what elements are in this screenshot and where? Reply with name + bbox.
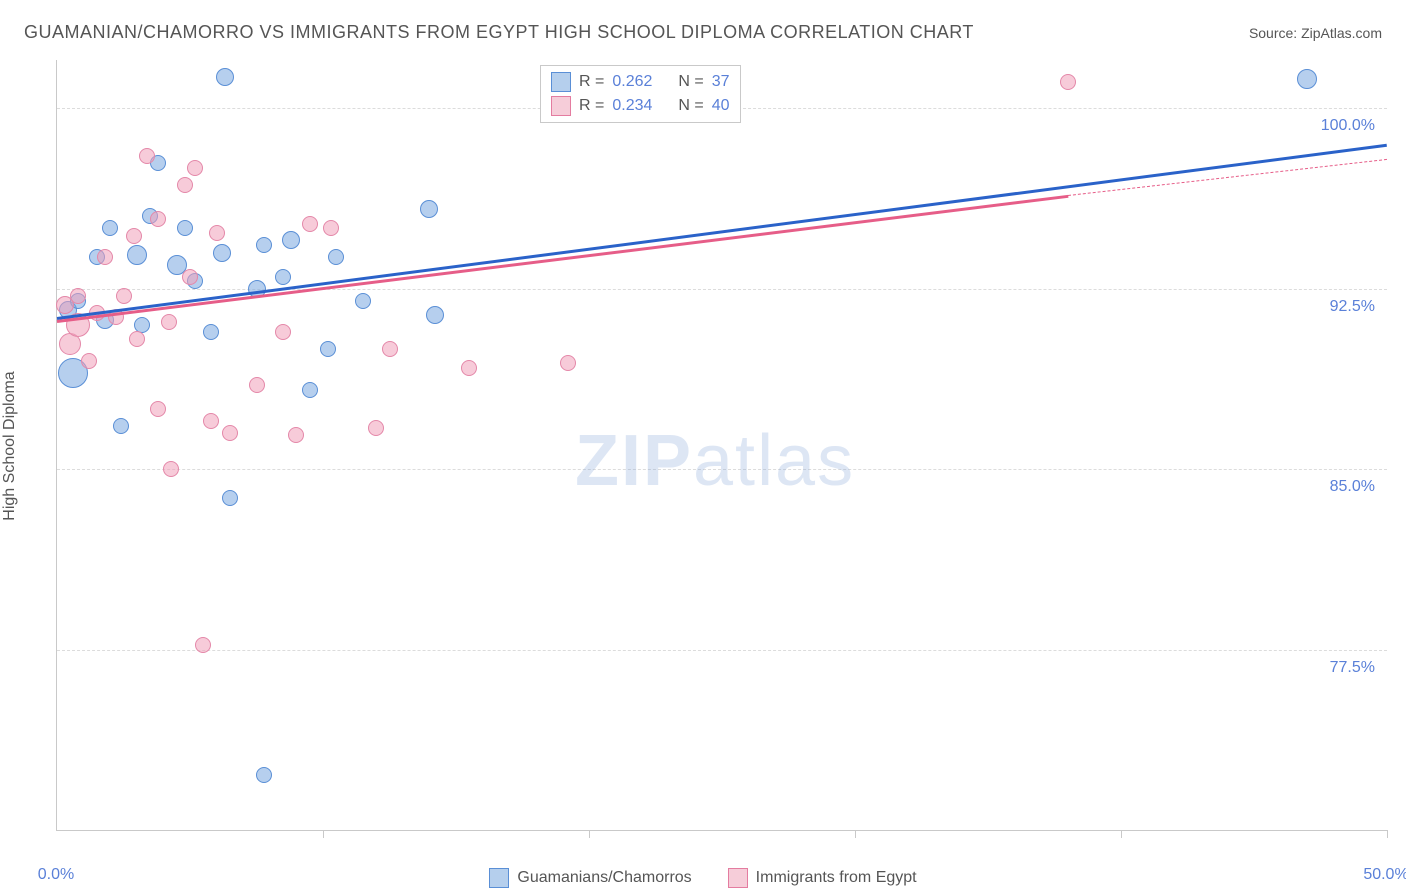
scatter-point: [302, 382, 318, 398]
scatter-point: [150, 211, 166, 227]
stat-n-label: N =: [678, 73, 703, 91]
legend-swatch: [728, 868, 748, 888]
scatter-point: [139, 148, 155, 164]
scatter-point: [203, 413, 219, 429]
grid-line: [57, 469, 1387, 470]
y-tick-label: 77.5%: [1330, 659, 1375, 677]
scatter-point: [420, 200, 438, 218]
scatter-point: [126, 228, 142, 244]
scatter-point: [426, 306, 444, 324]
scatter-point: [368, 420, 384, 436]
x-tick-label: 50.0%: [1363, 866, 1406, 884]
scatter-point: [461, 360, 477, 376]
x-tick: [855, 830, 856, 838]
scatter-point: [70, 288, 86, 304]
x-tick: [1387, 830, 1388, 838]
scatter-point: [163, 461, 179, 477]
scatter-point: [102, 220, 118, 236]
x-tick: [1121, 830, 1122, 838]
stats-row: R = 0.234 N = 40: [551, 94, 730, 118]
scatter-point: [127, 245, 147, 265]
stat-r-value: 0.262: [612, 73, 652, 91]
scatter-point: [1060, 74, 1076, 90]
scatter-point: [203, 324, 219, 340]
trend-line: [57, 144, 1387, 320]
legend-item: Immigrants from Egypt: [728, 868, 917, 888]
scatter-point: [182, 269, 198, 285]
stats-row: R = 0.262 N = 37: [551, 70, 730, 94]
scatter-point: [177, 220, 193, 236]
scatter-point: [97, 249, 113, 265]
y-axis-label: High School Diploma: [1, 371, 19, 520]
scatter-point: [328, 249, 344, 265]
stat-r-label: R =: [579, 97, 604, 115]
scatter-point: [302, 216, 318, 232]
scatter-point: [275, 269, 291, 285]
chart-title: GUAMANIAN/CHAMORRO VS IMMIGRANTS FROM EG…: [24, 22, 974, 43]
scatter-point: [209, 225, 225, 241]
stat-r-label: R =: [579, 73, 604, 91]
trend-line: [57, 195, 1068, 323]
y-tick-label: 100.0%: [1321, 117, 1375, 135]
legend-item: Guamanians/Chamorros: [489, 868, 691, 888]
scatter-point: [249, 377, 265, 393]
scatter-point: [355, 293, 371, 309]
scatter-point: [113, 418, 129, 434]
scatter-point: [177, 177, 193, 193]
source-text: Source: ZipAtlas.com: [1249, 25, 1382, 41]
legend-label: Guamanians/Chamorros: [517, 869, 691, 887]
legend-swatch: [551, 96, 571, 116]
legend-swatch: [489, 868, 509, 888]
legend-label: Immigrants from Egypt: [756, 869, 917, 887]
y-tick-label: 85.0%: [1330, 478, 1375, 496]
scatter-point: [323, 220, 339, 236]
scatter-point: [560, 355, 576, 371]
scatter-point: [1297, 69, 1317, 89]
scatter-point: [288, 427, 304, 443]
scatter-point: [256, 767, 272, 783]
x-tick-label: 0.0%: [38, 866, 74, 884]
stat-r-value: 0.234: [612, 97, 652, 115]
stats-box: R = 0.262 N = 37 R = 0.234 N = 40: [540, 65, 741, 123]
scatter-point: [282, 231, 300, 249]
scatter-point: [81, 353, 97, 369]
grid-line: [57, 650, 1387, 651]
scatter-point: [222, 490, 238, 506]
legend-swatch: [551, 72, 571, 92]
scatter-point: [320, 341, 336, 357]
y-tick-label: 92.5%: [1330, 298, 1375, 316]
stat-n-label: N =: [678, 97, 703, 115]
x-tick: [323, 830, 324, 838]
scatter-point: [382, 341, 398, 357]
stat-n-value: 40: [712, 97, 730, 115]
scatter-point: [187, 160, 203, 176]
scatter-point: [256, 237, 272, 253]
scatter-point: [213, 244, 231, 262]
plot-area: 100.0% 92.5% 85.0% 77.5%: [56, 60, 1387, 831]
scatter-point: [150, 401, 166, 417]
scatter-point: [222, 425, 238, 441]
stat-n-value: 37: [712, 73, 730, 91]
x-tick: [589, 830, 590, 838]
scatter-point: [129, 331, 145, 347]
scatter-point: [161, 314, 177, 330]
scatter-point: [195, 637, 211, 653]
scatter-point: [275, 324, 291, 340]
scatter-point: [116, 288, 132, 304]
legend-bottom: Guamanians/Chamorros Immigrants from Egyp…: [0, 868, 1406, 888]
scatter-point: [216, 68, 234, 86]
